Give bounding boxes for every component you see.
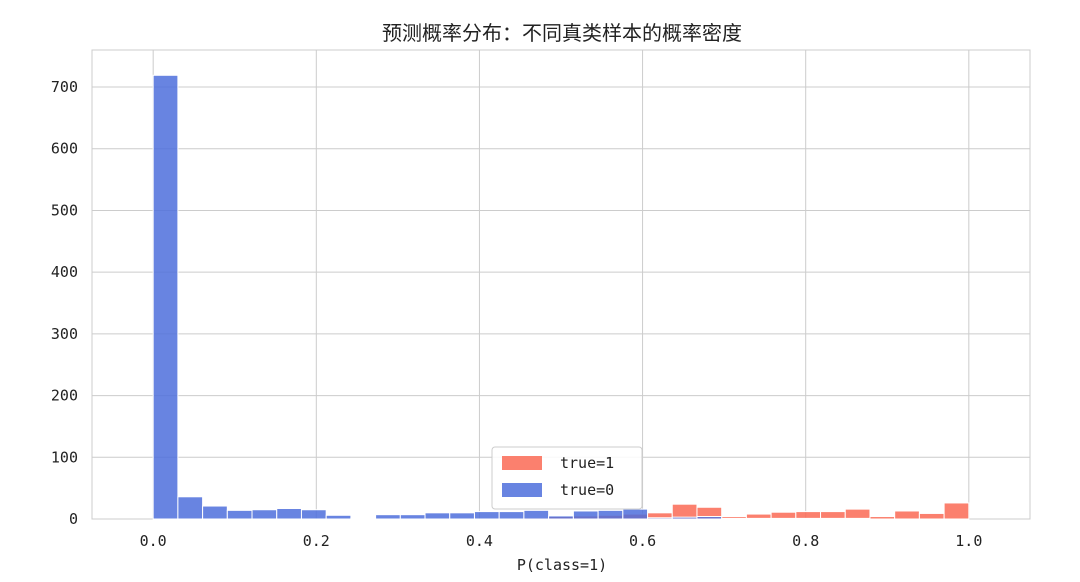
bar-true=0-26: [795, 517, 822, 520]
bar-true=0-19: [622, 508, 649, 520]
bar-true=1-28: [844, 508, 871, 520]
x-tick-label: 0.8: [792, 532, 819, 550]
bar-true=0-20: [647, 517, 673, 520]
bar-true=0-27: [820, 517, 846, 520]
bar-true=0-8: [350, 517, 377, 520]
bar-true=0-17: [572, 510, 599, 520]
x-axis-tick-labels: 0.0 0.2 0.4 0.6 0.8 1.0: [140, 532, 983, 550]
bar-true=1-31: [918, 512, 945, 520]
legend: true=1 true=0: [491, 446, 643, 510]
bar-true=1-30: [894, 510, 920, 520]
y-tick-label: 0: [69, 510, 78, 528]
bar-true=0-11: [424, 512, 451, 520]
bar-true=0-7: [325, 514, 352, 520]
x-tick-label: 0.2: [303, 532, 330, 550]
x-axis-label: P(class=1): [517, 556, 607, 574]
bar-true=0-9: [375, 514, 401, 520]
x-tick-label: 0.6: [629, 532, 656, 550]
bar-true=0-15: [523, 509, 550, 520]
x-tick-label: 0.0: [140, 532, 167, 550]
y-tick-label: 300: [51, 325, 78, 343]
y-tick-label: 500: [51, 201, 78, 219]
bar-true=0-13: [473, 511, 500, 520]
bar-true=0-3: [226, 509, 253, 520]
y-tick-label: 200: [51, 387, 78, 405]
y-axis-tick-labels: 0 100 200 300 400 500 600 700: [51, 78, 78, 528]
bar-true=1-29: [869, 516, 896, 520]
bar-true=0-21: [671, 516, 698, 520]
bar-true=0-18: [597, 509, 624, 520]
chart-title: 预测概率分布：不同真类样本的概率密度: [382, 21, 742, 45]
legend-swatch-true=0: [502, 483, 542, 497]
legend-label-true=1: true=1: [560, 454, 614, 472]
bar-true=0-14: [498, 511, 525, 520]
bar-true=0-0: [152, 74, 179, 520]
series-true=0: [152, 74, 871, 520]
bar-true=0-1: [177, 496, 204, 520]
bar-true=0-24: [745, 517, 772, 520]
x-tick-label: 1.0: [955, 532, 982, 550]
bar-true=0-23: [721, 517, 747, 520]
bar-true=0-5: [276, 508, 302, 520]
bar-true=0-22: [696, 516, 723, 520]
y-tick-label: 700: [51, 78, 78, 96]
bar-true=1-32: [943, 502, 970, 520]
bar-true=0-25: [770, 517, 797, 520]
legend-label-true=0: true=0: [560, 481, 614, 499]
bar-true=0-6: [300, 509, 327, 520]
y-tick-label: 100: [51, 448, 78, 466]
histogram-bars: [152, 74, 970, 520]
y-tick-label: 600: [51, 140, 78, 158]
bar-true=0-4: [251, 509, 278, 520]
bar-true=0-10: [399, 514, 426, 520]
bar-true=0-16: [548, 515, 574, 520]
plot-area: [91, 49, 1031, 520]
y-tick-label: 400: [51, 263, 78, 281]
bar-true=0-28: [844, 517, 871, 520]
x-tick-label: 0.4: [466, 532, 493, 550]
bar-true=0-2: [202, 505, 228, 520]
legend-swatch-true=1: [502, 456, 542, 470]
bar-true=0-12: [449, 512, 475, 520]
